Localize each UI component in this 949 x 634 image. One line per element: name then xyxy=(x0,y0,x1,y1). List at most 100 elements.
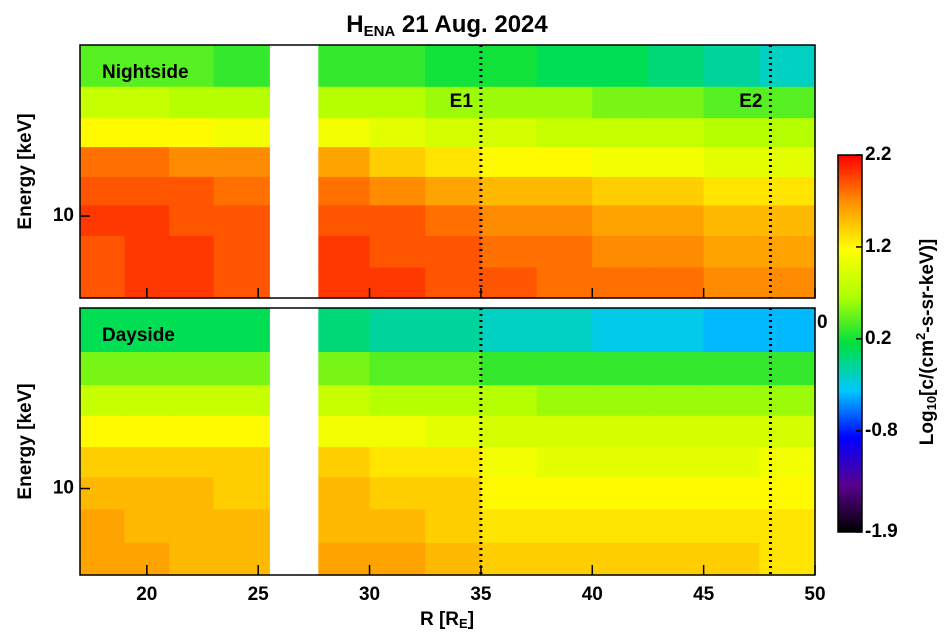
cell xyxy=(647,45,705,87)
cell xyxy=(480,204,538,236)
cell xyxy=(592,86,649,119)
cell xyxy=(480,308,538,353)
cell xyxy=(592,476,649,510)
cell xyxy=(759,204,816,236)
cell xyxy=(425,542,482,576)
cell xyxy=(80,351,126,386)
cell xyxy=(124,235,170,268)
cell xyxy=(124,176,170,206)
cb-main: Log xyxy=(917,410,938,445)
cell xyxy=(536,117,593,148)
cell xyxy=(536,235,593,268)
cell xyxy=(592,542,649,576)
cell xyxy=(425,45,482,87)
cell xyxy=(80,542,126,576)
cell xyxy=(318,446,371,478)
cell xyxy=(480,146,538,177)
cell xyxy=(80,146,126,177)
cell xyxy=(425,266,482,299)
cell xyxy=(318,117,371,148)
cell xyxy=(480,117,538,148)
cell xyxy=(647,235,705,268)
cell xyxy=(80,176,126,206)
colorbar-tick-label: -1.9 xyxy=(865,521,898,542)
cell xyxy=(369,415,426,448)
cell xyxy=(213,204,270,236)
colorbar-tick-label: 1.2 xyxy=(865,236,891,257)
cell xyxy=(703,308,760,353)
cell xyxy=(592,176,649,206)
cell xyxy=(318,542,371,576)
cell xyxy=(480,415,538,448)
cell xyxy=(169,351,215,386)
cell xyxy=(536,45,593,87)
cell xyxy=(369,308,426,353)
y-axis-label: Energy [keV] xyxy=(15,383,36,499)
cell xyxy=(169,204,215,236)
cell xyxy=(703,508,760,543)
cell xyxy=(536,446,593,478)
cell xyxy=(124,204,170,236)
cell xyxy=(759,266,816,299)
cell xyxy=(213,542,270,576)
cell xyxy=(369,266,426,299)
cell xyxy=(480,384,538,416)
cell xyxy=(80,117,126,148)
cell xyxy=(703,446,760,478)
cell xyxy=(369,45,426,87)
xlabel-rest: ] xyxy=(468,609,474,630)
cell xyxy=(369,176,426,206)
cell xyxy=(703,415,760,448)
cell xyxy=(759,415,816,448)
cell xyxy=(425,235,482,268)
cell xyxy=(703,204,760,236)
cell xyxy=(536,476,593,510)
cell xyxy=(169,117,215,148)
cell xyxy=(592,45,649,87)
cell xyxy=(592,117,649,148)
cell xyxy=(124,446,170,478)
colorbar-tick-label: 2.2 xyxy=(865,144,891,165)
cell xyxy=(536,204,593,236)
cell xyxy=(124,384,170,416)
cell xyxy=(369,476,426,510)
cell xyxy=(124,415,170,448)
cell xyxy=(318,86,371,119)
cell xyxy=(703,45,760,87)
cell xyxy=(592,146,649,177)
cell xyxy=(169,384,215,416)
cb-rest: -s-sr-keV)] xyxy=(917,239,938,333)
cell xyxy=(80,45,126,87)
cell xyxy=(425,384,482,416)
cell xyxy=(703,176,760,206)
cell xyxy=(169,508,215,543)
cell xyxy=(425,308,482,353)
x-tick-label: 25 xyxy=(248,584,270,605)
cb-sub: 10 xyxy=(924,396,939,410)
x-tick-label: 50 xyxy=(804,584,825,605)
cell xyxy=(369,86,426,119)
cell xyxy=(647,117,705,148)
event-label: E2 xyxy=(739,91,762,112)
cell xyxy=(124,45,170,87)
cell xyxy=(124,476,170,510)
cell xyxy=(369,508,426,543)
cell xyxy=(536,415,593,448)
cell xyxy=(425,415,482,448)
cell xyxy=(80,476,126,510)
cell xyxy=(213,351,270,386)
cell xyxy=(369,351,426,386)
cell xyxy=(536,384,593,416)
xlabel-sub: E xyxy=(459,616,468,631)
cell xyxy=(169,446,215,478)
cell xyxy=(318,508,371,543)
cell xyxy=(647,146,705,177)
cell xyxy=(124,508,170,543)
cell xyxy=(480,542,538,576)
cell xyxy=(536,86,593,119)
cell xyxy=(536,176,593,206)
cell xyxy=(169,476,215,510)
cell xyxy=(592,384,649,416)
cell xyxy=(169,235,215,268)
cell xyxy=(80,384,126,416)
